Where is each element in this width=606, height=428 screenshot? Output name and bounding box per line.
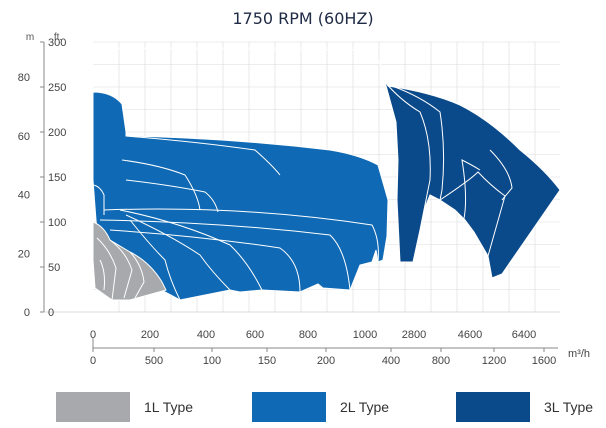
x-axis-top-tick-label: 200 (141, 329, 159, 341)
region-3l-curve-d (459, 159, 481, 233)
x-axis-top-tick-label: 400 (197, 329, 215, 341)
y-axis-ft-tick-label: 0 (48, 307, 54, 319)
x-axis-top-tick-label: 800 (299, 329, 317, 341)
x-axis-top-tick-label: 0 (90, 329, 96, 341)
region-2l-curve-d (103, 208, 379, 263)
region-1l-curve-b (109, 239, 133, 299)
x-axis-bottom-tick-label: 0 (90, 355, 96, 367)
region-3l-curve-c (439, 171, 506, 257)
y-axis-ft-tick-label: 100 (48, 217, 66, 229)
y-axis-ft-tick-label: 250 (48, 82, 66, 94)
x-axis-bottom-tick-label: 500 (145, 355, 163, 367)
y-axis-ft-tick-label: 300 (48, 37, 66, 49)
series-1l-regions (92, 221, 167, 301)
y-axis-ft-tick-label: 150 (48, 172, 66, 184)
y-axis-m-tick-label: 60 (18, 131, 30, 143)
y-axis-m-tick-label: 0 (24, 307, 30, 319)
y-axis-ft-tick-label: 50 (48, 262, 60, 274)
legend-swatch-3l (456, 392, 530, 422)
series-2l-regions (92, 91, 389, 301)
x-axis-bottom-tick-label: 200 (317, 355, 335, 367)
x-axis-top-tick-label: 1000 (353, 329, 377, 341)
region-3l-curve-a (384, 81, 431, 211)
series-3l-regions (92, 47, 561, 279)
region-2l-curve-c (125, 179, 219, 213)
y-axis-ft-unit: ft. (54, 32, 62, 43)
legend-label-2l: 2L Type (340, 399, 390, 415)
x-axis-top-tick-label: 4600 (458, 329, 482, 341)
y-axis-ft-tick-label: 200 (48, 127, 66, 139)
region-2l-curve-f (109, 229, 301, 293)
region-2l-curve-k (121, 103, 127, 137)
x-axis-bottom-tick-label: 1600 (532, 355, 556, 367)
x-axis-bottom-tick-label: 150 (258, 355, 276, 367)
y-axis-m-unit: m (26, 32, 34, 43)
region-2l-curve-j (92, 184, 105, 215)
x-axis-top-tick-label: 600 (246, 329, 264, 341)
legend-swatch-1l (56, 392, 130, 422)
region-2l-curve-b (125, 135, 281, 176)
legend-swatch-2l (252, 392, 326, 422)
legend-label-3l: 3L Type (544, 399, 594, 415)
region-2l-curve-e (99, 219, 351, 291)
x-axis-bottom-tick-label: 1200 (482, 355, 506, 367)
x-axis-unit: m³/h (568, 348, 590, 360)
pump-coverage-chart: 1750 RPM (60HZ) m ft.05010015020025030002… (18, 9, 590, 367)
x-axis-top-tick-label: 6400 (512, 329, 536, 341)
region-1l-curve-c (129, 251, 145, 299)
y-axis-m-tick-label: 20 (18, 248, 30, 260)
region-3l-curve-b (391, 85, 445, 201)
region-1l-curve-d (99, 259, 105, 291)
x-axis-bottom-tick-label: 400 (382, 355, 400, 367)
legend: 1L Type 2L Type 3L Type (0, 388, 606, 428)
region-2l-curve-i (129, 219, 181, 301)
region-1l-curve-a (96, 237, 117, 301)
region-2l-curve-h (125, 214, 231, 291)
x-axis-top-tick-label: 2800 (402, 329, 426, 341)
x-axis-bottom-tick-label: 800 (432, 355, 450, 367)
y-axis-m-tick-label: 40 (18, 190, 30, 202)
chart-title: 1750 RPM (60HZ) (232, 9, 373, 28)
x-axis-bottom-tick-label: 100 (203, 355, 221, 367)
region-3l-curve-e (489, 149, 513, 201)
legend-label-1l: 1L Type (144, 399, 194, 415)
region-2l-curve-a (121, 159, 201, 211)
region-2l-curve-g (119, 209, 263, 291)
y-axis-m-tick-label: 80 (18, 72, 30, 84)
